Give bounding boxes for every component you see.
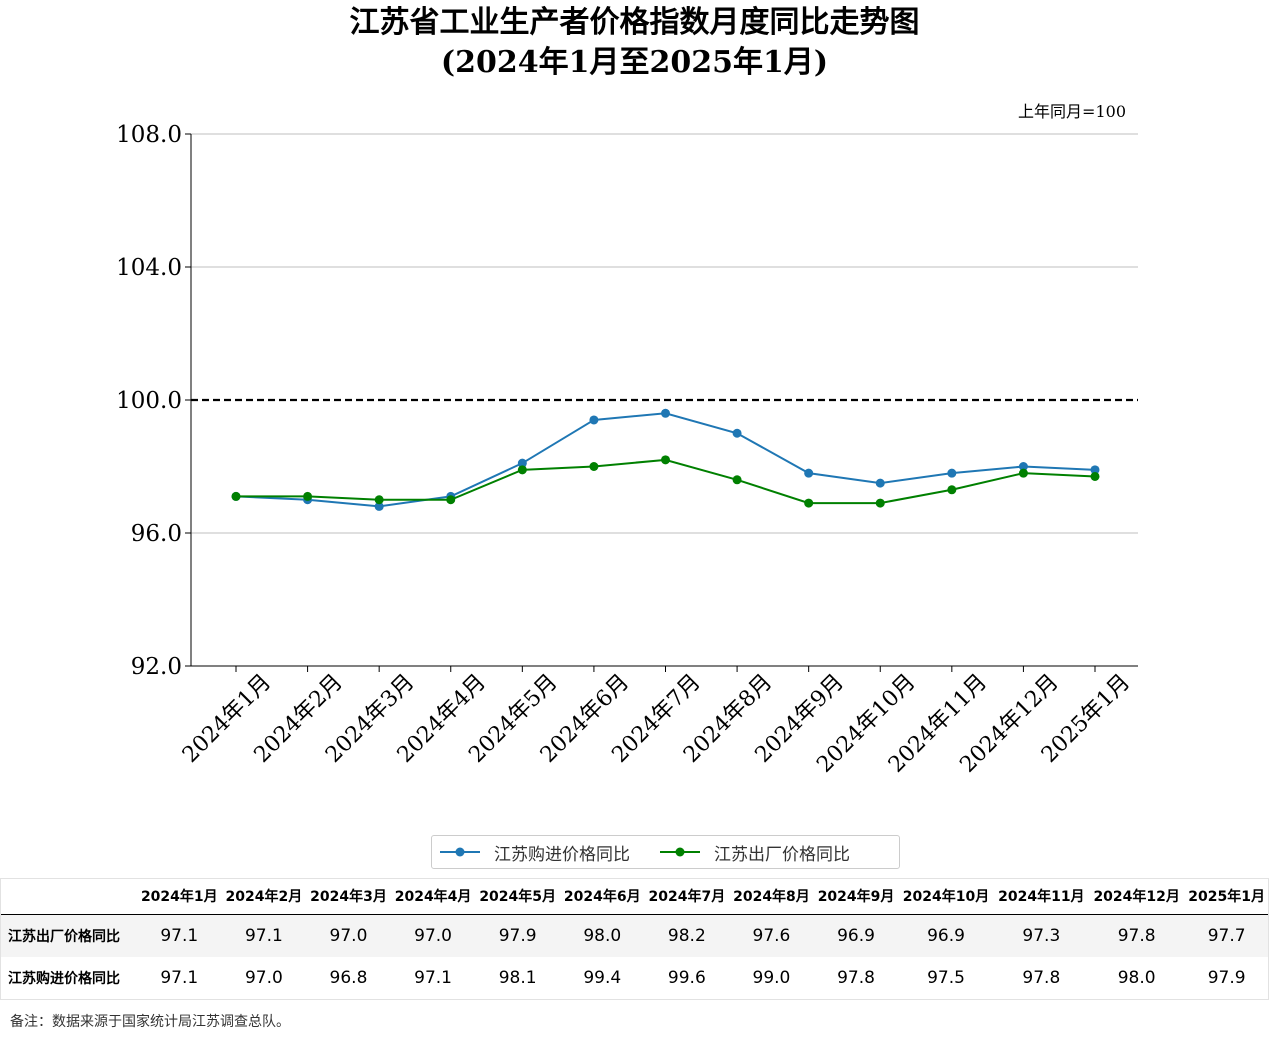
table-cell: 97.1 <box>137 914 222 957</box>
line-chart: 92.096.0100.0104.0108.02024年1月2024年2月202… <box>116 122 1138 778</box>
data-point-s1 <box>1018 468 1028 478</box>
table-cell: 97.7 <box>1184 914 1269 957</box>
data-point-s0 <box>732 428 742 438</box>
table-column-header: 2024年3月 <box>306 878 391 915</box>
data-table-wrapper: 2024年1月 2024年2月 2024年3月 2024年4月 2024年5月 2024年… <box>0 878 1269 999</box>
table-cell: 98.2 <box>644 914 730 957</box>
data-point-s0 <box>661 408 670 418</box>
data-point-s1 <box>517 465 527 475</box>
table-cell: 96.9 <box>898 914 994 957</box>
table-cell: 98.0 <box>1117 968 1156 988</box>
table-cell: 97.8 <box>1022 968 1061 988</box>
chart-subtitle: (2024年1月至2025年1月) <box>440 45 829 80</box>
data-point-s0 <box>517 458 527 468</box>
legend-label: 江苏购进价格同比 <box>494 844 630 865</box>
y-tick-label: 96.0 <box>131 521 182 547</box>
data-point-s0 <box>875 478 885 488</box>
data-point-s1 <box>804 498 814 508</box>
chart-title: 江苏省工业生产者价格指数月度同比走势图 <box>349 5 920 40</box>
data-point-s0 <box>374 501 384 511</box>
table-column-header: 2024年10月 <box>898 878 994 915</box>
table-cell: 97.1 <box>221 914 307 957</box>
data-point-s1 <box>661 455 670 465</box>
table-row-label: 江苏出厂价格同比 <box>0 914 137 957</box>
table-cell: 97.1 <box>414 968 452 988</box>
y-tick-label: 104.0 <box>116 255 182 281</box>
data-point-s1 <box>875 498 885 508</box>
table-row: 江苏购进价格同比 97.1 97.0 96.8 97.1 98.1 99.4 99.6 99.0… <box>0 957 1269 999</box>
chart-legend: 江苏购进价格同比 江苏出厂价格同比 <box>431 835 900 869</box>
data-point-s1 <box>374 495 384 505</box>
table-cell: 97.0 <box>390 914 476 957</box>
y-tick-label: 108.0 <box>116 122 182 148</box>
data-point-s1 <box>732 475 742 485</box>
data-point-s0 <box>1018 462 1028 471</box>
legend-swatch <box>440 847 480 857</box>
table-cell: 97.0 <box>244 968 283 988</box>
table-column-header: 2024年11月 <box>993 878 1089 915</box>
table-cell: 99.0 <box>752 968 791 988</box>
table-cell: 98.1 <box>498 968 537 988</box>
table-cell: 96.8 <box>329 968 368 988</box>
table-corner-cell <box>0 878 137 915</box>
table-column-header: 2025年1月 <box>1184 878 1269 915</box>
legend-swatch <box>660 847 700 857</box>
table-cell: 97.3 <box>993 914 1089 957</box>
table-column-header: 2024年9月 <box>813 878 899 915</box>
data-point-s1 <box>1090 471 1100 481</box>
legend-item: 江苏出厂价格同比 <box>660 840 850 865</box>
table-cell: 97.8 <box>837 968 875 988</box>
data-point-s0 <box>1090 465 1100 475</box>
legend-item: 江苏购进价格同比 <box>440 840 630 865</box>
table-cell: 98.0 <box>559 914 645 957</box>
table-column-header: 2024年8月 <box>729 878 814 915</box>
legend-swatch-marker <box>455 847 465 857</box>
table-column-header: 2024年6月 <box>559 878 645 915</box>
table-row: 江苏出厂价格同比 97.1 97.1 97.0 97.0 97.9 98.0 98.2 97.6… <box>0 914 1269 957</box>
data-point-s1 <box>231 491 241 501</box>
table-header-row: 2024年1月 2024年2月 2024年3月 2024年4月 2024年5月 2024年… <box>0 878 1269 915</box>
table-cell: 99.6 <box>667 968 706 988</box>
data-point-s0 <box>947 468 957 478</box>
data-point-s1 <box>947 485 957 495</box>
table-cell: 97.5 <box>927 968 965 988</box>
table-cell: 97.8 <box>1089 914 1185 957</box>
unit-note: 上年同月=100 <box>1018 102 1126 121</box>
table-column-header: 2024年4月 <box>390 878 476 915</box>
table-cell: 97.9 <box>475 914 560 957</box>
footnote: 备注：数据来源于国家统计局江苏调查总队。 <box>10 1014 290 1030</box>
table-column-header: 2024年12月 <box>1089 878 1185 915</box>
legend-label: 江苏出厂价格同比 <box>714 844 850 865</box>
table-column-header: 2024年5月 <box>475 878 560 915</box>
y-tick-label: 100.0 <box>116 388 182 414</box>
data-point-s1 <box>303 491 313 501</box>
table-row-label: 江苏购进价格同比 <box>8 971 120 987</box>
table-cell: 97.0 <box>306 914 391 957</box>
table-column-header: 2024年1月 <box>137 878 222 915</box>
y-tick-label: 92.0 <box>131 654 182 680</box>
legend-swatch-marker <box>675 847 685 857</box>
data-point-s0 <box>804 468 814 478</box>
data-table: 2024年1月 2024年2月 2024年3月 2024年4月 2024年5月 2024年… <box>0 878 1269 999</box>
table-column-header: 2024年2月 <box>221 878 307 915</box>
table-cell: 96.9 <box>813 914 899 957</box>
table-cell: 97.9 <box>1207 968 1246 988</box>
table-cell: 97.6 <box>729 914 814 957</box>
data-point-s1 <box>589 462 599 471</box>
table-column-header: 2024年7月 <box>644 878 730 915</box>
table-cell: 99.4 <box>583 968 622 988</box>
data-point-s0 <box>589 415 599 425</box>
series-line-1 <box>236 458 1096 505</box>
data-point-s1 <box>446 495 456 505</box>
table-cell: 97.1 <box>160 968 199 988</box>
